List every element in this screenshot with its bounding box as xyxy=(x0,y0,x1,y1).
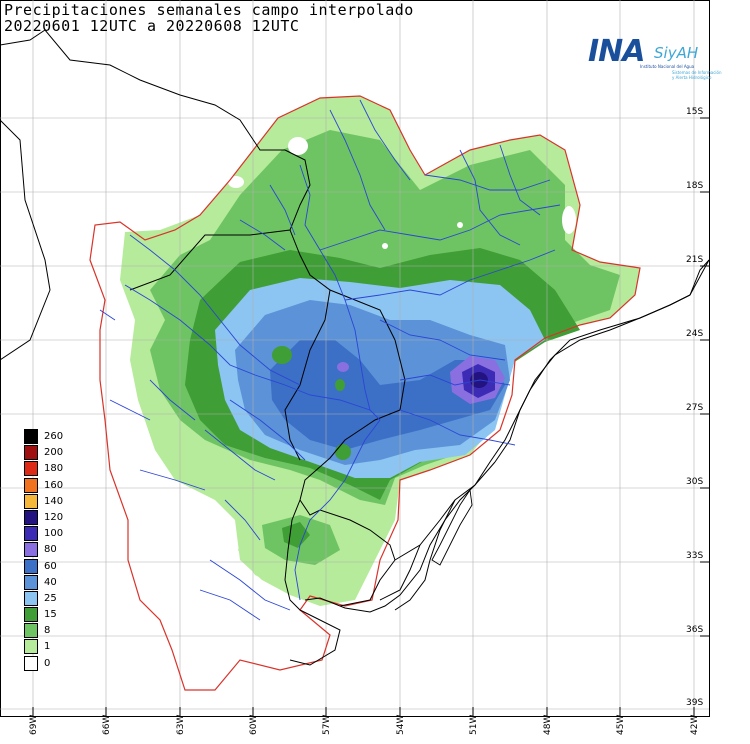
lat-label-15s: 15S xyxy=(686,107,704,117)
legend-label: 40 xyxy=(44,576,57,588)
lat-label-21s: 21S xyxy=(686,255,704,265)
lon-label-54w: 54W xyxy=(396,714,406,735)
precip-legend: 260 200 180 160 140 120 100 80 60 40 25 … xyxy=(24,429,72,672)
legend-row: 15 xyxy=(24,607,72,623)
lat-label-33s: 33S xyxy=(686,551,704,561)
legend-label: 140 xyxy=(44,495,64,507)
legend-swatch xyxy=(24,639,38,655)
logo-subtitle: Instituto Nacional del Agua xyxy=(640,64,695,69)
precip-15mm-spot-c xyxy=(335,379,345,391)
legend-swatch xyxy=(24,607,38,623)
lon-label-51w: 51W xyxy=(469,714,479,735)
map-title: Precipitaciones semanales campo interpol… xyxy=(4,1,414,19)
legend-label: 15 xyxy=(44,609,57,621)
coastline xyxy=(304,259,710,613)
precip-field xyxy=(120,96,640,606)
white-speck xyxy=(457,222,463,228)
precip-0mm-hole-a xyxy=(288,137,308,155)
lon-label-69w: 69W xyxy=(29,714,39,735)
lon-label-63w: 63W xyxy=(176,714,186,735)
legend-row: 200 xyxy=(24,445,72,461)
legend-swatch xyxy=(24,509,38,525)
lon-label-48w: 48W xyxy=(543,714,553,735)
legend-row: 60 xyxy=(24,558,72,575)
ina-siyah-logo: INA SiyAH Instituto Nacional del Agua Si… xyxy=(588,34,722,94)
legend-row: 160 xyxy=(24,477,72,494)
legend-row: 180 xyxy=(24,461,72,477)
legend-swatch xyxy=(24,623,38,639)
legend-label: 200 xyxy=(44,447,64,459)
legend-row: 1 xyxy=(24,639,72,655)
legend-label: 25 xyxy=(44,592,57,604)
basin-outline xyxy=(89,95,641,691)
legend-row: 260 xyxy=(24,429,72,445)
legend-swatch xyxy=(24,590,38,606)
legend-swatch xyxy=(24,429,38,444)
legend-row: 80 xyxy=(24,542,72,558)
legend-label: 1 xyxy=(44,641,51,653)
legend-row: 0 xyxy=(24,655,72,672)
legend-swatch xyxy=(24,558,38,574)
legend-swatch xyxy=(24,461,38,477)
legend-row: 120 xyxy=(24,509,72,526)
legend-swatch xyxy=(24,574,38,590)
logo-tagline: Sistemas de Información y Alerta Hidrológ… xyxy=(672,70,722,80)
graticule xyxy=(0,0,709,716)
lat-label-30s: 30S xyxy=(686,477,704,487)
legend-label: 60 xyxy=(44,560,57,572)
lon-ticks xyxy=(32,707,695,716)
precip-80mm-spot xyxy=(337,362,349,372)
precip-15mm-spot-b xyxy=(335,444,351,460)
precip-15mm-spot-a xyxy=(272,346,292,364)
legend-label: 100 xyxy=(44,528,64,540)
precip-60mm-area xyxy=(270,340,505,450)
lat-label-27s: 27S xyxy=(686,403,704,413)
legend-label: 0 xyxy=(44,657,51,669)
lat-label-36s: 36S xyxy=(686,625,704,635)
lat-label-18s: 18S xyxy=(686,181,704,191)
legend-swatch xyxy=(24,526,38,542)
lagoon xyxy=(431,488,473,566)
legend-swatch xyxy=(24,542,38,558)
country-borders xyxy=(0,29,710,666)
map-period: 20220601 12UTC a 20220608 12UTC xyxy=(4,17,300,35)
legend-swatch xyxy=(24,655,38,671)
lat-label-24s: 24S xyxy=(686,329,704,339)
legend-label: 160 xyxy=(44,479,64,491)
legend-label: 80 xyxy=(44,544,57,556)
legend-label: 180 xyxy=(44,463,64,475)
legend-swatch xyxy=(24,477,38,493)
precip-0mm-hole-b xyxy=(228,176,244,188)
legend-swatch xyxy=(24,445,38,461)
legend-label: 260 xyxy=(44,431,64,442)
legend-row: 100 xyxy=(24,526,72,542)
logo-siyah-text: SiyAH xyxy=(654,44,699,62)
lat-label-39s: 39S xyxy=(686,698,704,708)
legend-label: 8 xyxy=(44,625,51,637)
legend-swatch xyxy=(24,493,38,509)
lon-label-66w: 66W xyxy=(102,714,112,735)
logo-ina-text: INA xyxy=(588,34,645,69)
rivers xyxy=(99,99,561,621)
lon-label-45w: 45W xyxy=(616,714,626,735)
legend-label: 120 xyxy=(44,511,64,523)
legend-row: 8 xyxy=(24,623,72,639)
lon-label-60w: 60W xyxy=(249,714,259,735)
legend-row: 25 xyxy=(24,590,72,607)
lat-ticks xyxy=(700,117,709,637)
legend-row: 140 xyxy=(24,493,72,510)
lon-label-42w: 42W xyxy=(690,714,700,735)
legend-row: 40 xyxy=(24,574,72,591)
white-speck xyxy=(382,243,388,249)
precip-0mm-hole-c xyxy=(562,206,576,234)
lon-label-57w: 57W xyxy=(322,714,332,735)
